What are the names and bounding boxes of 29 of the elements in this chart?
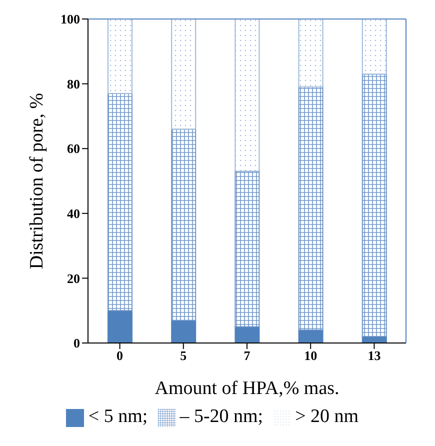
y-tick-label: 40 [67, 206, 80, 222]
y-axis-title: Distribution of pore, % [26, 92, 48, 270]
x-tick-label: 5 [180, 348, 188, 364]
bar [298, 86, 324, 331]
bar [234, 326, 260, 343]
bar [108, 19, 132, 94]
y-tick-label: 0 [74, 336, 80, 351]
bar [108, 310, 132, 343]
x-tick-label: 7 [244, 348, 251, 364]
bar [362, 74, 387, 338]
x-tick-label: 13 [368, 348, 382, 364]
bar [108, 93, 132, 312]
y-tick-label: 20 [67, 270, 80, 286]
x-tick-label: 10 [304, 348, 318, 364]
bar [362, 19, 387, 75]
bar [171, 320, 196, 343]
legend-label: – 5-20 nm; [180, 406, 264, 427]
bar [171, 128, 196, 321]
bar [234, 19, 260, 172]
bar [171, 19, 196, 130]
x-axis-title: Amount of HPA,% mas. [154, 378, 340, 399]
bar [234, 170, 260, 328]
legend-label: > 20 nm [295, 406, 359, 427]
x-tick-label: 0 [116, 348, 124, 364]
y-tick-label: 80 [67, 76, 80, 92]
bar [298, 19, 324, 88]
legend-label: < 5 nm; [88, 406, 148, 427]
y-tick-label: 60 [67, 141, 80, 156]
y-tick-label: 100 [60, 12, 80, 27]
